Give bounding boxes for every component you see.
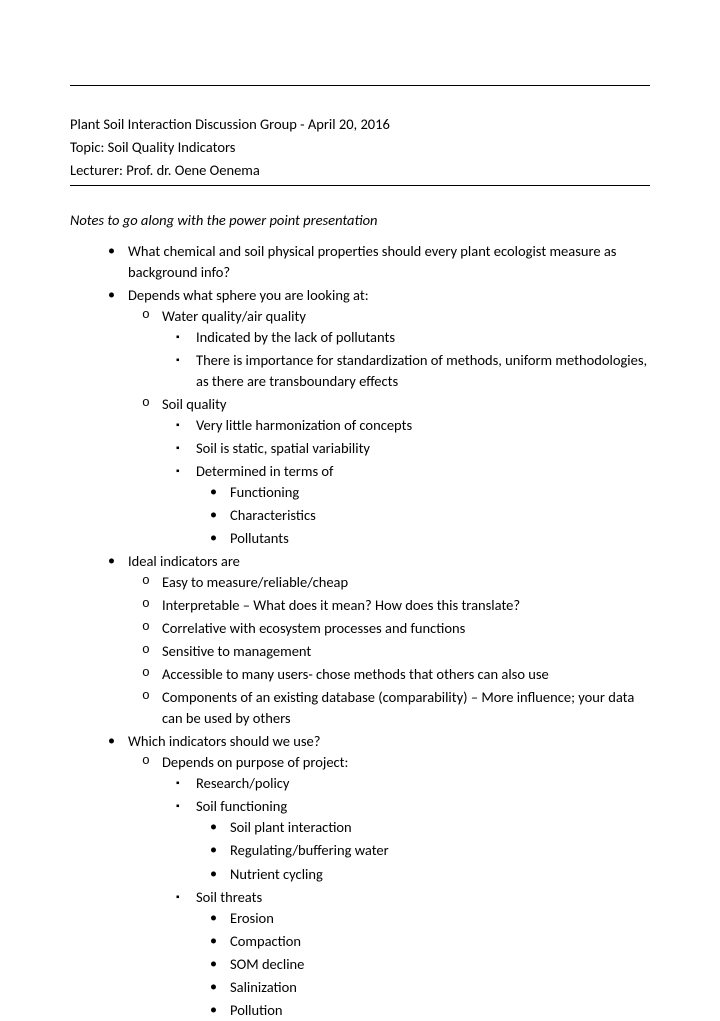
sublist: Indicated by the lack of pollutants Ther…: [162, 327, 650, 392]
sublist: Very little harmonization of concepts So…: [162, 415, 650, 549]
sublist: Easy to measure/reliable/cheap Interpret…: [128, 572, 650, 729]
list-item: Which indicators should we use? Depends …: [70, 731, 650, 1020]
item-text: Characteristics: [230, 506, 316, 524]
item-text: Easy to measure/reliable/cheap: [162, 573, 348, 591]
item-text: Soil threats: [196, 888, 262, 906]
list-item: SOM decline: [196, 954, 650, 975]
list-item: Erosion: [196, 908, 650, 929]
list-item: Depends what sphere you are looking at: …: [70, 285, 650, 549]
list-item: Interpretable – What does it mean? How d…: [128, 595, 650, 616]
item-text: Functioning: [230, 483, 299, 501]
list-item: Easy to measure/reliable/cheap: [128, 572, 650, 593]
list-item: Very little harmonization of concepts: [162, 415, 650, 436]
sublist: Soil plant interaction Regulating/buffer…: [196, 817, 650, 884]
list-item: Determined in terms of Functioning Chara…: [162, 461, 650, 549]
item-text: Very little harmonization of concepts: [196, 416, 412, 434]
list-item: Soil threats Erosion Compaction SOM decl…: [162, 887, 650, 1021]
item-text: Soil plant interaction: [230, 818, 352, 836]
topic-line: Topic: Soil Quality Indicators: [70, 137, 650, 158]
sublist: Erosion Compaction SOM decline Salinizat…: [196, 908, 650, 1021]
sublist: Functioning Characteristics Pollutants: [196, 482, 650, 549]
list-item: Soil functioning Soil plant interaction …: [162, 796, 650, 884]
item-text: Indicated by the lack of pollutants: [196, 328, 395, 346]
item-text: Erosion: [230, 909, 274, 927]
item-text: Pollution: [230, 1001, 282, 1019]
item-text: Components of an existing database (comp…: [162, 688, 634, 727]
list-item: Indicated by the lack of pollutants: [162, 327, 650, 348]
list-item: Salinization: [196, 977, 650, 998]
sublist: Water quality/air quality Indicated by t…: [128, 306, 650, 549]
item-text: Which indicators should we use?: [128, 732, 320, 750]
item-text: Soil functioning: [196, 797, 287, 815]
list-item: Regulating/buffering water: [196, 840, 650, 861]
list-item: Depends on purpose of project: Research/…: [128, 752, 650, 1020]
list-item: Soil quality Very little harmonization o…: [128, 394, 650, 549]
list-item: Correlative with ecosystem processes and…: [128, 618, 650, 639]
horizontal-rule-top: [70, 85, 650, 86]
item-text: SOM decline: [230, 955, 304, 973]
list-item: Components of an existing database (comp…: [128, 687, 650, 729]
list-item: There is importance for standardization …: [162, 350, 650, 392]
list-item: Soil plant interaction: [196, 817, 650, 838]
list-item: Sensitive to management: [128, 641, 650, 662]
list-item: Water quality/air quality Indicated by t…: [128, 306, 650, 392]
list-item: Characteristics: [196, 505, 650, 526]
list-item: Pollution: [196, 1000, 650, 1021]
lecturer-line: Lecturer: Prof. dr. Oene Oenema: [70, 160, 650, 181]
list-item: Pollutants: [196, 528, 650, 549]
header-block: Plant Soil Interaction Discussion Group …: [70, 114, 650, 181]
sublist: Depends on purpose of project: Research/…: [128, 752, 650, 1020]
item-text: Interpretable – What does it mean? How d…: [162, 596, 520, 614]
list-item: Soil is static, spatial variability: [162, 438, 650, 459]
list-item: Ideal indicators are Easy to measure/rel…: [70, 551, 650, 729]
item-text: Sensitive to management: [162, 642, 311, 660]
item-text: Regulating/buffering water: [230, 841, 389, 859]
item-text: Soil is static, spatial variability: [196, 439, 370, 457]
item-text: Pollutants: [230, 529, 289, 547]
item-text: Accessible to many users- chose methods …: [162, 665, 549, 683]
item-text: Depends what sphere you are looking at:: [128, 286, 369, 304]
item-text: Compaction: [230, 932, 301, 950]
horizontal-rule-after-header: [70, 185, 650, 186]
item-text: Soil quality: [162, 395, 227, 413]
group-line: Plant Soil Interaction Discussion Group …: [70, 114, 650, 135]
list-item: Accessible to many users- chose methods …: [128, 664, 650, 685]
list-item: Functioning: [196, 482, 650, 503]
outline-root: What chemical and soil physical properti…: [70, 241, 650, 1021]
list-item: Compaction: [196, 931, 650, 952]
item-text: Ideal indicators are: [128, 552, 240, 570]
list-item: What chemical and soil physical properti…: [70, 241, 650, 283]
list-item: Nutrient cycling: [196, 864, 650, 885]
list-item: Research/policy: [162, 773, 650, 794]
item-text: Depends on purpose of project:: [162, 753, 348, 771]
item-text: Determined in terms of: [196, 462, 333, 480]
item-text: Research/policy: [196, 774, 289, 792]
item-text: Water quality/air quality: [162, 307, 306, 325]
sublist: Research/policy Soil functioning Soil pl…: [162, 773, 650, 1020]
item-text: Salinization: [230, 978, 297, 996]
item-text: There is importance for standardization …: [196, 351, 647, 390]
item-text: Nutrient cycling: [230, 865, 323, 883]
notes-intro: Notes to go along with the power point p…: [70, 210, 650, 231]
item-text: What chemical and soil physical properti…: [128, 242, 616, 281]
item-text: Correlative with ecosystem processes and…: [162, 619, 465, 637]
